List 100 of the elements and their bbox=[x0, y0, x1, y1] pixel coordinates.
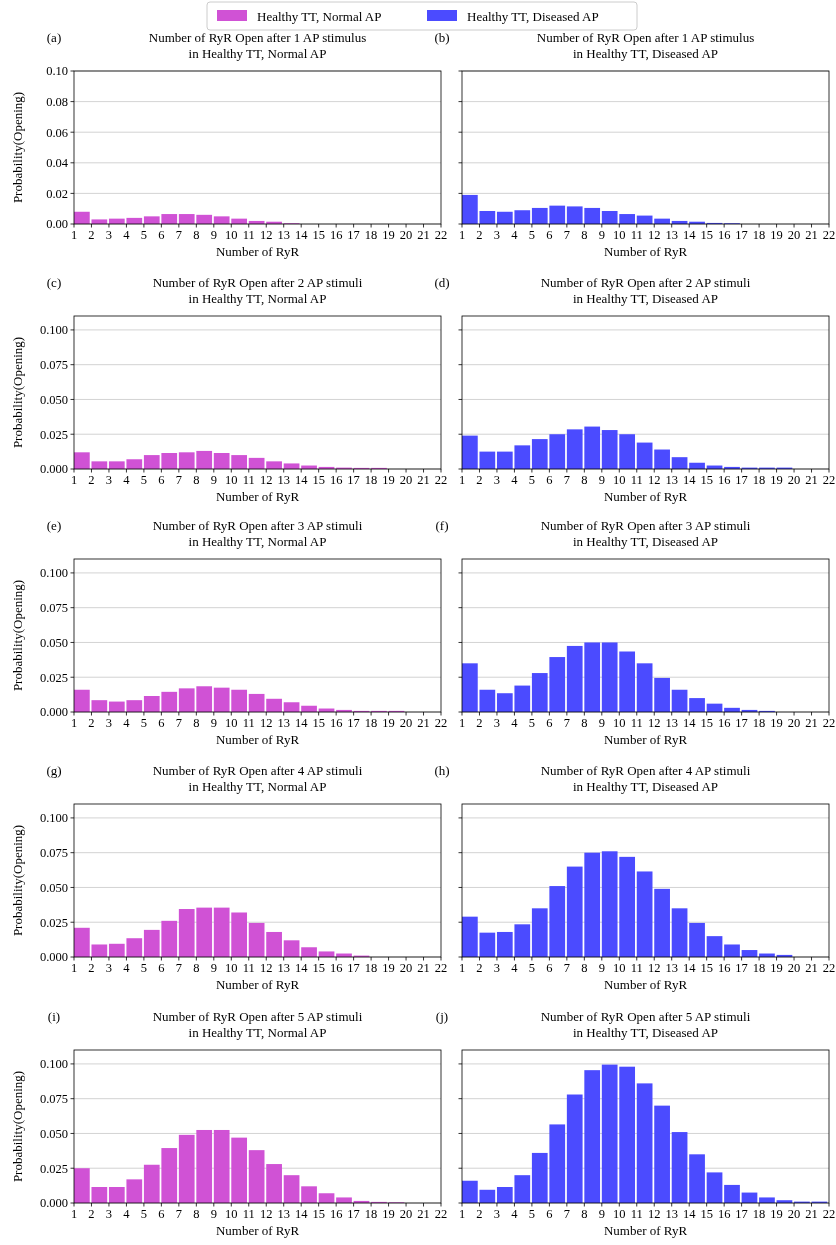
x-tick-label: 14 bbox=[682, 1207, 697, 1221]
y-tick-label: 0.050 bbox=[39, 392, 68, 407]
x-tick-label: 19 bbox=[770, 961, 783, 975]
x-tick-label: 10 bbox=[613, 716, 626, 730]
x-tick-label: 21 bbox=[805, 1207, 818, 1221]
x-tick-label: 16 bbox=[329, 716, 343, 730]
x-tick-label: 13 bbox=[665, 716, 678, 730]
x-tick-label: 14 bbox=[682, 228, 697, 242]
x-tick-label: 11 bbox=[630, 961, 643, 975]
x-tick-label: 9 bbox=[598, 228, 605, 242]
x-tick-label: 9 bbox=[210, 716, 217, 730]
x-tick-label: 1 bbox=[458, 1207, 466, 1221]
x-tick-label: 8 bbox=[581, 473, 588, 487]
x-tick-label: 21 bbox=[417, 716, 430, 730]
x-tick-label: 17 bbox=[347, 716, 360, 730]
x-tick-label: 10 bbox=[613, 1207, 626, 1221]
text: (c) bbox=[46, 275, 62, 290]
y-tick-label: 0.100 bbox=[39, 566, 68, 581]
x-tick-label: 21 bbox=[805, 716, 818, 730]
x-tick-label: 10 bbox=[225, 473, 238, 487]
y-axis-title: Probability(Opening) bbox=[10, 1070, 25, 1183]
x-tick-label: 2 bbox=[476, 961, 483, 975]
chart-title: Number of RyR Open after 5 AP stimuli in Healthy TT, Diseased AP bbox=[540, 1009, 751, 1040]
x-tick-label: 4 bbox=[123, 716, 131, 730]
x-tick-label: 21 bbox=[417, 228, 430, 242]
x-tick-label: 13 bbox=[277, 1207, 290, 1221]
x-tick-label: 14 bbox=[294, 716, 309, 730]
x-tick-label: 6 bbox=[546, 716, 553, 730]
x-tick-label: 3 bbox=[105, 1207, 113, 1221]
x-tick-label: 3 bbox=[493, 961, 501, 975]
x-tick-label: 12 bbox=[259, 961, 273, 975]
x-tick-label: 7 bbox=[175, 228, 182, 242]
x-tick-label: 5 bbox=[528, 716, 536, 730]
chart-title: Number of RyR Open after 4 AP stimuli in Healthy TT, Normal AP bbox=[152, 763, 363, 794]
x-tick-label: 8 bbox=[193, 228, 200, 242]
x-tick-label: 1 bbox=[458, 473, 466, 487]
text: (h) bbox=[434, 763, 450, 778]
x-tick-label: 21 bbox=[417, 961, 430, 975]
x-axis-title: Number of RyR bbox=[603, 244, 688, 259]
x-tick-label: 1 bbox=[70, 1207, 78, 1221]
x-tick-label: 17 bbox=[347, 1207, 360, 1221]
x-tick-label: 16 bbox=[717, 473, 731, 487]
y-tick-label: 0.06 bbox=[46, 125, 68, 140]
x-tick-label: 6 bbox=[546, 228, 553, 242]
x-tick-label: 13 bbox=[665, 961, 678, 975]
x-tick-label: 18 bbox=[752, 473, 766, 487]
y-tick-label: 0.075 bbox=[39, 846, 68, 861]
text: (i) bbox=[47, 1009, 61, 1024]
x-tick-label: 22 bbox=[434, 716, 448, 730]
x-tick-label: 14 bbox=[294, 228, 309, 242]
x-tick-label: 18 bbox=[364, 716, 378, 730]
legend-label: Healthy TT, Diseased AP bbox=[467, 8, 599, 24]
x-tick-label: 9 bbox=[598, 716, 605, 730]
x-tick-label: 3 bbox=[105, 228, 113, 242]
x-tick-label: 3 bbox=[105, 473, 113, 487]
x-tick-label: 17 bbox=[735, 473, 748, 487]
x-tick-label: 20 bbox=[399, 473, 413, 487]
x-tick-label: 21 bbox=[805, 961, 818, 975]
x-tick-label: 7 bbox=[175, 961, 182, 975]
x-tick-label: 4 bbox=[511, 228, 519, 242]
x-tick-label: 11 bbox=[242, 716, 255, 730]
x-tick-label: 5 bbox=[528, 473, 536, 487]
y-tick-label: 0.00 bbox=[46, 217, 68, 232]
x-tick-label: 15 bbox=[312, 228, 325, 242]
x-tick-label: 6 bbox=[546, 961, 553, 975]
x-tick-label: 13 bbox=[665, 473, 678, 487]
x-tick-label: 7 bbox=[563, 1207, 570, 1221]
y-tick-label: 0.075 bbox=[39, 601, 68, 616]
x-tick-label: 15 bbox=[700, 473, 713, 487]
x-tick-label: 9 bbox=[598, 473, 605, 487]
x-tick-label: 12 bbox=[647, 473, 661, 487]
x-tick-label: 22 bbox=[822, 716, 836, 730]
x-tick-label: 3 bbox=[493, 228, 501, 242]
x-tick-label: 8 bbox=[193, 716, 200, 730]
y-tick-label: 0.10 bbox=[46, 64, 68, 79]
x-tick-label: 2 bbox=[476, 716, 483, 730]
y-tick-label: 0.100 bbox=[39, 811, 68, 826]
x-tick-label: 3 bbox=[105, 961, 113, 975]
chart-title: Number of RyR Open after 3 AP stimuli in Healthy TT, Normal AP bbox=[152, 518, 363, 549]
x-tick-label: 18 bbox=[752, 1207, 766, 1221]
x-tick-label: 14 bbox=[294, 1207, 309, 1221]
x-tick-label: 8 bbox=[193, 473, 200, 487]
x-tick-label: 3 bbox=[493, 1207, 501, 1221]
legend-label: Healthy TT, Normal AP bbox=[257, 8, 382, 24]
y-axis-title: Probability(Opening) bbox=[10, 579, 25, 692]
x-tick-label: 1 bbox=[70, 228, 78, 242]
x-tick-label: 20 bbox=[399, 1207, 413, 1221]
x-axis-title: Number of RyR bbox=[603, 732, 688, 747]
x-tick-label: 19 bbox=[382, 473, 395, 487]
x-tick-label: 10 bbox=[613, 473, 626, 487]
x-tick-label: 12 bbox=[259, 1207, 273, 1221]
x-tick-label: 5 bbox=[528, 228, 536, 242]
x-tick-label: 9 bbox=[210, 1207, 217, 1221]
x-axis-title: Number of RyR bbox=[603, 1223, 688, 1238]
x-tick-label: 1 bbox=[70, 716, 78, 730]
y-axis-title: Probability(Opening) bbox=[10, 91, 25, 204]
x-tick-label: 10 bbox=[225, 228, 238, 242]
x-tick-label: 3 bbox=[493, 473, 501, 487]
x-tick-label: 8 bbox=[581, 961, 588, 975]
x-tick-label: 19 bbox=[770, 473, 783, 487]
